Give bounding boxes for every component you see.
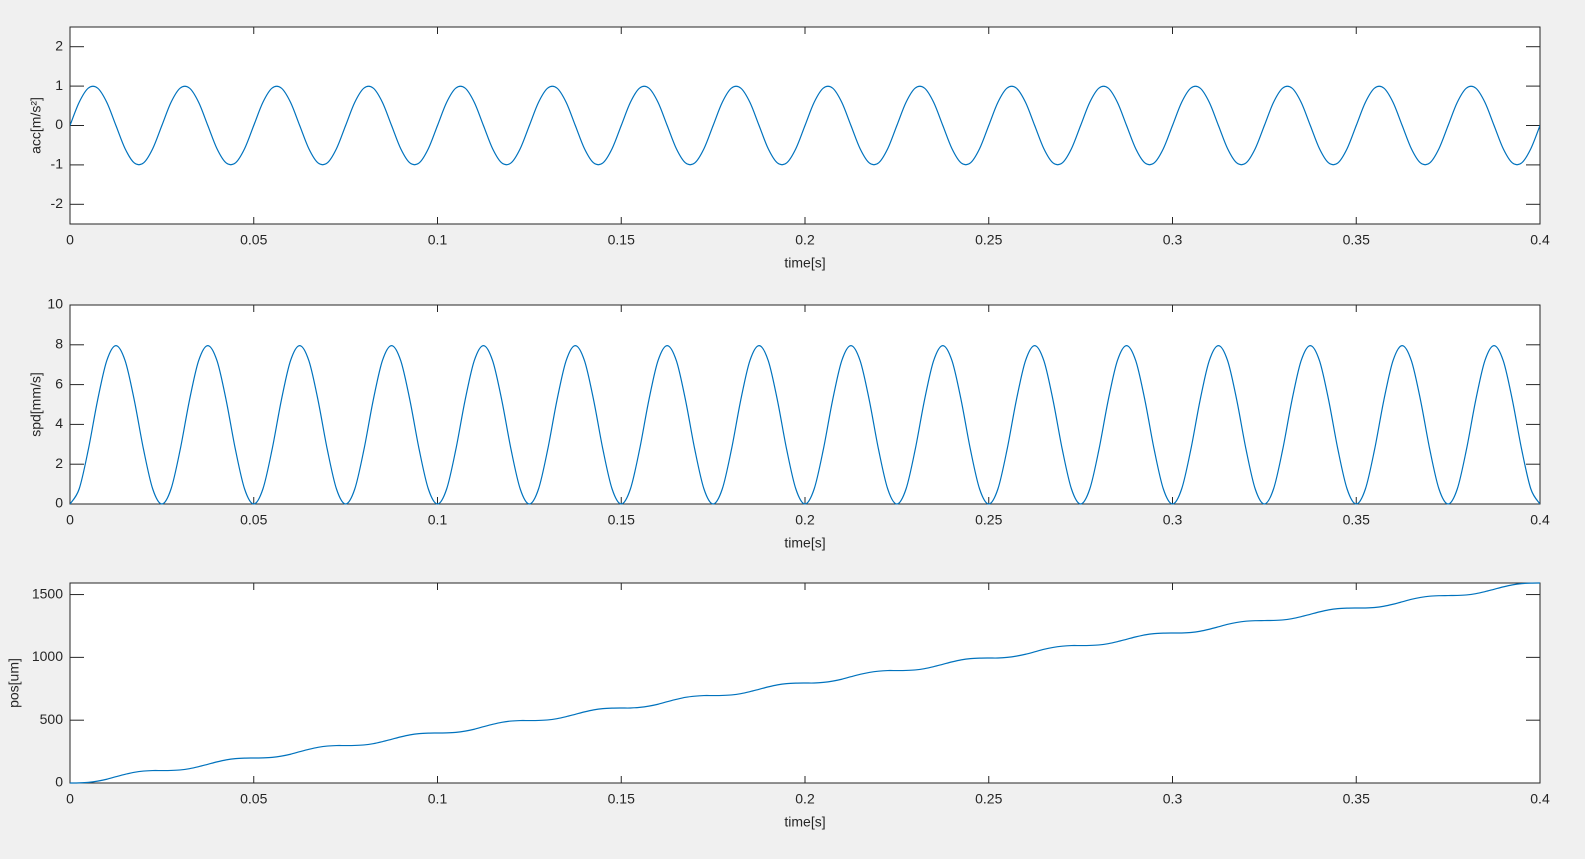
- y-tick-label: 1000: [32, 648, 63, 664]
- y-tick-label: 8: [55, 336, 63, 352]
- x-axis-label: time[s]: [784, 814, 825, 830]
- subplot: 0 0.05 0.1 0.15 0.2 0.25 0.3 0.35 0.4 0 500 1000 150…: [6, 582, 1550, 830]
- x-tick-label: 0.35: [1343, 791, 1370, 807]
- x-tick-label: 0.1: [428, 791, 448, 807]
- x-tick-label: 0.35: [1343, 232, 1370, 248]
- x-tick-label: 0: [66, 791, 74, 807]
- y-tick-label: -1: [51, 156, 64, 172]
- y-tick-label: 10: [47, 296, 63, 312]
- y-tick-label: 4: [55, 415, 63, 431]
- data-line: [70, 85, 1540, 166]
- series-group: [70, 344, 1540, 505]
- axes-box: [69, 304, 1541, 505]
- x-tick-label: 0.05: [240, 512, 267, 528]
- data-line: [70, 344, 1540, 505]
- y-tick-label: 2: [55, 37, 63, 53]
- y-tick-label: 500: [40, 711, 64, 727]
- y-tick-label: 2: [55, 455, 63, 471]
- y-tick-label: 0: [55, 116, 63, 132]
- x-tick-label: 0.4: [1530, 791, 1550, 807]
- subplot: 0 0.05 0.1 0.15 0.2 0.25 0.3 0.35 0.4 -2 -1 0 1 2 time…: [28, 26, 1550, 271]
- series-group: [70, 85, 1540, 166]
- y-tick-label: -2: [51, 195, 64, 211]
- x-tick-label: 0.2: [795, 512, 815, 528]
- y-axis-label: pos[um]: [6, 658, 22, 708]
- x-axis-label: time[s]: [784, 255, 825, 271]
- x-tick-label: 0.15: [608, 791, 635, 807]
- subplot: 0 0.05 0.1 0.15 0.2 0.25 0.3 0.35 0.4 0 2 4 6 8 10 time…: [28, 296, 1550, 551]
- x-tick-label: 0: [66, 232, 74, 248]
- x-tick-label: 0.2: [795, 791, 815, 807]
- x-axis-label: time[s]: [784, 535, 825, 551]
- x-tick-label: 0.4: [1530, 232, 1550, 248]
- y-tick-label: 1500: [32, 585, 63, 601]
- x-tick-label: 0.15: [608, 232, 635, 248]
- series-group: [70, 582, 1540, 784]
- x-tick-label: 0.3: [1163, 791, 1183, 807]
- x-tick-label: 0.1: [428, 232, 448, 248]
- y-tick-label: 6: [55, 375, 63, 391]
- x-tick-label: 0.15: [608, 512, 635, 528]
- y-axis-label: spd[mm/s]: [28, 372, 44, 437]
- x-tick-label: 0.3: [1163, 512, 1183, 528]
- data-line: [70, 582, 1540, 784]
- x-tick-label: 0.1: [428, 512, 448, 528]
- x-tick-label: 0.3: [1163, 232, 1183, 248]
- x-tick-label: 0.05: [240, 791, 267, 807]
- x-tick-label: 0.25: [975, 791, 1002, 807]
- y-tick-label: 0: [55, 774, 63, 790]
- y-tick-label: 1: [55, 77, 63, 93]
- x-tick-label: 0.25: [975, 512, 1002, 528]
- x-tick-label: 0.35: [1343, 512, 1370, 528]
- x-tick-label: 0.4: [1530, 512, 1550, 528]
- x-tick-label: 0.05: [240, 232, 267, 248]
- x-tick-label: 0: [66, 512, 74, 528]
- x-tick-label: 0.25: [975, 232, 1002, 248]
- y-tick-label: 0: [55, 495, 63, 511]
- x-tick-label: 0.2: [795, 232, 815, 248]
- y-axis-label: acc[m/s²]: [28, 97, 44, 154]
